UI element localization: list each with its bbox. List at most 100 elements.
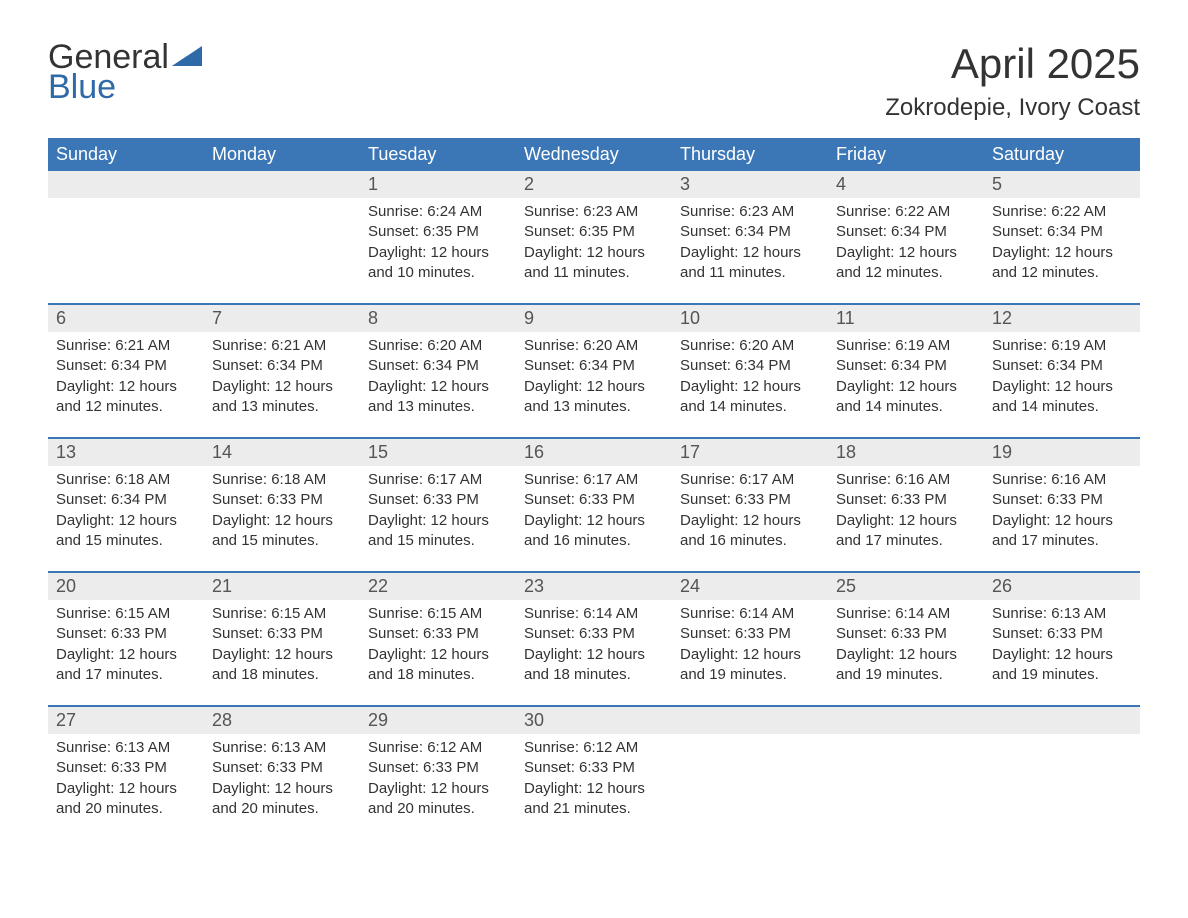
day-number: 2 xyxy=(516,171,672,198)
sunset-text: Sunset: 6:33 PM xyxy=(680,624,820,644)
sunset-text: Sunset: 6:34 PM xyxy=(992,222,1132,242)
weekday-header: Thursday xyxy=(672,138,828,171)
sunrise-text: Sunrise: 6:22 AM xyxy=(992,202,1132,222)
daylight-text: Daylight: 12 hours and 20 minutes. xyxy=(56,779,196,820)
sunset-text: Sunset: 6:33 PM xyxy=(368,624,508,644)
day-number: 10 xyxy=(672,305,828,332)
page-subtitle: Zokrodepie, Ivory Coast xyxy=(885,94,1140,122)
week-block: 13141516171819Sunrise: 6:18 AMSunset: 6:… xyxy=(48,437,1140,571)
day-detail xyxy=(204,198,360,303)
day-detail: Sunrise: 6:12 AMSunset: 6:33 PMDaylight:… xyxy=(516,734,672,839)
day-number-row: 6789101112 xyxy=(48,303,1140,332)
daylight-text: Daylight: 12 hours and 12 minutes. xyxy=(836,243,976,284)
sunset-text: Sunset: 6:33 PM xyxy=(368,758,508,778)
sunset-text: Sunset: 6:33 PM xyxy=(992,624,1132,644)
sunrise-text: Sunrise: 6:18 AM xyxy=(56,470,196,490)
sunset-text: Sunset: 6:33 PM xyxy=(680,490,820,510)
sunset-text: Sunset: 6:33 PM xyxy=(56,624,196,644)
day-detail: Sunrise: 6:14 AMSunset: 6:33 PMDaylight:… xyxy=(516,600,672,705)
weekday-header: Sunday xyxy=(48,138,204,171)
sunset-text: Sunset: 6:33 PM xyxy=(212,490,352,510)
daylight-text: Daylight: 12 hours and 14 minutes. xyxy=(836,377,976,418)
day-number: 1 xyxy=(360,171,516,198)
sunset-text: Sunset: 6:34 PM xyxy=(836,356,976,376)
week-block: 6789101112Sunrise: 6:21 AMSunset: 6:34 P… xyxy=(48,303,1140,437)
daylight-text: Daylight: 12 hours and 12 minutes. xyxy=(992,243,1132,284)
sunset-text: Sunset: 6:34 PM xyxy=(212,356,352,376)
sunrise-text: Sunrise: 6:14 AM xyxy=(524,604,664,624)
day-detail: Sunrise: 6:24 AMSunset: 6:35 PMDaylight:… xyxy=(360,198,516,303)
day-detail: Sunrise: 6:17 AMSunset: 6:33 PMDaylight:… xyxy=(360,466,516,571)
day-detail: Sunrise: 6:19 AMSunset: 6:34 PMDaylight:… xyxy=(984,332,1140,437)
day-number: 6 xyxy=(48,305,204,332)
sunset-text: Sunset: 6:33 PM xyxy=(524,624,664,644)
sunset-text: Sunset: 6:34 PM xyxy=(56,356,196,376)
day-number: 14 xyxy=(204,439,360,466)
day-number: 3 xyxy=(672,171,828,198)
day-number: 26 xyxy=(984,573,1140,600)
sunrise-text: Sunrise: 6:13 AM xyxy=(992,604,1132,624)
daylight-text: Daylight: 12 hours and 13 minutes. xyxy=(368,377,508,418)
day-number: 16 xyxy=(516,439,672,466)
day-detail: Sunrise: 6:14 AMSunset: 6:33 PMDaylight:… xyxy=(828,600,984,705)
sunrise-text: Sunrise: 6:13 AM xyxy=(212,738,352,758)
sunrise-text: Sunrise: 6:21 AM xyxy=(56,336,196,356)
day-detail xyxy=(828,734,984,839)
sunrise-text: Sunrise: 6:21 AM xyxy=(212,336,352,356)
day-detail: Sunrise: 6:17 AMSunset: 6:33 PMDaylight:… xyxy=(516,466,672,571)
day-detail: Sunrise: 6:16 AMSunset: 6:33 PMDaylight:… xyxy=(828,466,984,571)
day-number-row: 20212223242526 xyxy=(48,571,1140,600)
week-block: 27282930Sunrise: 6:13 AMSunset: 6:33 PMD… xyxy=(48,705,1140,839)
sunrise-text: Sunrise: 6:12 AM xyxy=(368,738,508,758)
day-number: 18 xyxy=(828,439,984,466)
day-detail: Sunrise: 6:21 AMSunset: 6:34 PMDaylight:… xyxy=(204,332,360,437)
day-number: 29 xyxy=(360,707,516,734)
day-number: 25 xyxy=(828,573,984,600)
calendar: SundayMondayTuesdayWednesdayThursdayFrid… xyxy=(48,138,1140,839)
daylight-text: Daylight: 12 hours and 21 minutes. xyxy=(524,779,664,820)
sunrise-text: Sunrise: 6:17 AM xyxy=(368,470,508,490)
day-number: 23 xyxy=(516,573,672,600)
day-number: 7 xyxy=(204,305,360,332)
day-number: 11 xyxy=(828,305,984,332)
day-detail: Sunrise: 6:20 AMSunset: 6:34 PMDaylight:… xyxy=(360,332,516,437)
day-number: 4 xyxy=(828,171,984,198)
sunset-text: Sunset: 6:33 PM xyxy=(56,758,196,778)
daylight-text: Daylight: 12 hours and 19 minutes. xyxy=(680,645,820,686)
daylight-text: Daylight: 12 hours and 20 minutes. xyxy=(212,779,352,820)
day-detail-row: Sunrise: 6:15 AMSunset: 6:33 PMDaylight:… xyxy=(48,600,1140,705)
sunset-text: Sunset: 6:35 PM xyxy=(368,222,508,242)
daylight-text: Daylight: 12 hours and 20 minutes. xyxy=(368,779,508,820)
day-number: 17 xyxy=(672,439,828,466)
day-number-row: 13141516171819 xyxy=(48,437,1140,466)
daylight-text: Daylight: 12 hours and 16 minutes. xyxy=(680,511,820,552)
day-number: 21 xyxy=(204,573,360,600)
sunrise-text: Sunrise: 6:22 AM xyxy=(836,202,976,222)
day-number: 19 xyxy=(984,439,1140,466)
sunrise-text: Sunrise: 6:13 AM xyxy=(56,738,196,758)
sunrise-text: Sunrise: 6:16 AM xyxy=(992,470,1132,490)
day-detail: Sunrise: 6:22 AMSunset: 6:34 PMDaylight:… xyxy=(984,198,1140,303)
logo-text-blue: Blue xyxy=(48,70,202,104)
sunset-text: Sunset: 6:35 PM xyxy=(524,222,664,242)
sunset-text: Sunset: 6:34 PM xyxy=(56,490,196,510)
week-block: 20212223242526Sunrise: 6:15 AMSunset: 6:… xyxy=(48,571,1140,705)
day-detail: Sunrise: 6:18 AMSunset: 6:34 PMDaylight:… xyxy=(48,466,204,571)
header: General Blue April 2025 Zokrodepie, Ivor… xyxy=(48,40,1140,122)
sunrise-text: Sunrise: 6:17 AM xyxy=(680,470,820,490)
day-detail xyxy=(672,734,828,839)
day-detail: Sunrise: 6:20 AMSunset: 6:34 PMDaylight:… xyxy=(516,332,672,437)
sunrise-text: Sunrise: 6:19 AM xyxy=(992,336,1132,356)
daylight-text: Daylight: 12 hours and 17 minutes. xyxy=(992,511,1132,552)
sunrise-text: Sunrise: 6:19 AM xyxy=(836,336,976,356)
sunrise-text: Sunrise: 6:15 AM xyxy=(56,604,196,624)
weekday-header: Monday xyxy=(204,138,360,171)
sunrise-text: Sunrise: 6:23 AM xyxy=(524,202,664,222)
daylight-text: Daylight: 12 hours and 15 minutes. xyxy=(212,511,352,552)
logo: General Blue xyxy=(48,40,202,104)
day-number: 27 xyxy=(48,707,204,734)
sunset-text: Sunset: 6:33 PM xyxy=(524,758,664,778)
title-block: April 2025 Zokrodepie, Ivory Coast xyxy=(885,40,1140,122)
daylight-text: Daylight: 12 hours and 14 minutes. xyxy=(992,377,1132,418)
day-detail: Sunrise: 6:13 AMSunset: 6:33 PMDaylight:… xyxy=(984,600,1140,705)
